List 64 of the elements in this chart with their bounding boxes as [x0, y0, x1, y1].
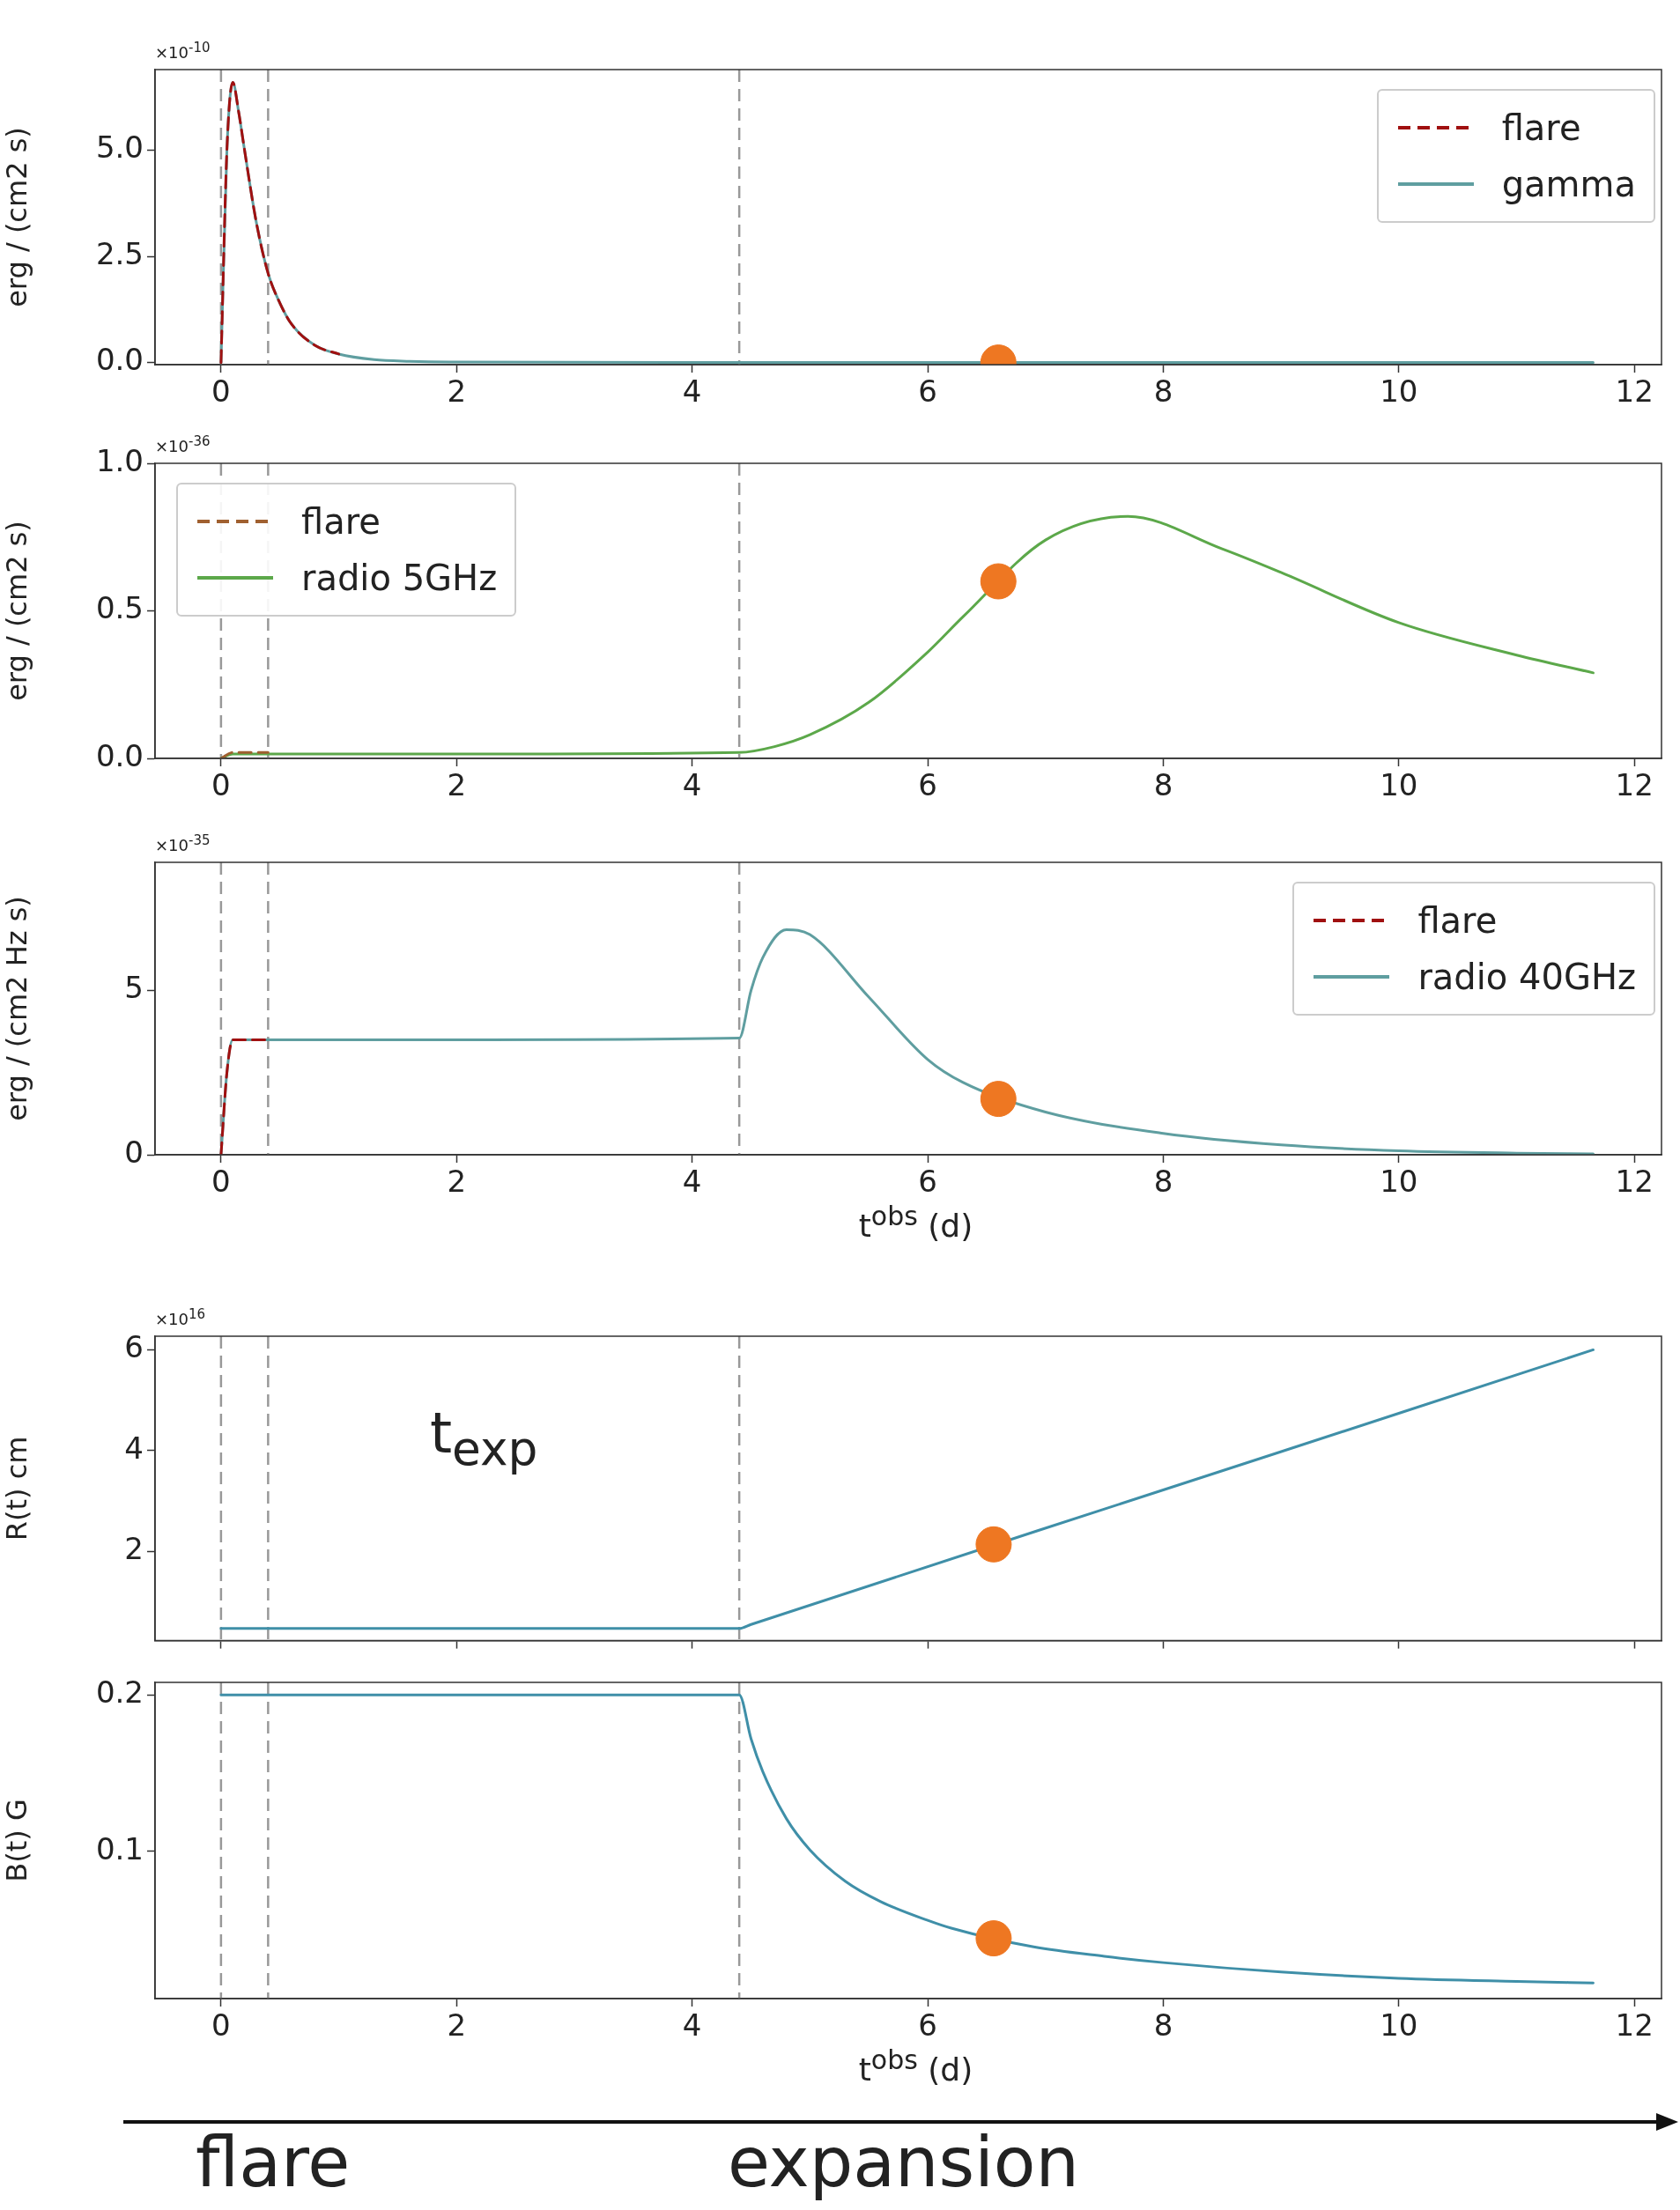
x-tick-label: 2 — [447, 1164, 467, 1200]
y-tick-label: 5.0 — [95, 129, 144, 166]
text: ×10$^{-35}$ — [155, 832, 211, 854]
legend-label: flare — [1417, 899, 1498, 942]
y-axis-title: erg / (cm2 s) — [0, 521, 33, 701]
x-axis-title: t$^{obs}$ (d) — [857, 2044, 974, 2088]
x-tick-label: 4 — [682, 373, 702, 410]
line-series — [219, 1693, 1595, 1985]
x-tick-label: 10 — [1380, 373, 1418, 410]
x-tick-label: 6 — [918, 767, 937, 803]
legend-label: gamma — [1501, 163, 1636, 206]
x-axis-title: t$^{obs}$ (d) — [857, 1201, 974, 1244]
x-tick-label: 4 — [682, 2007, 702, 2044]
text: expansion — [728, 2123, 1079, 2202]
y-tick-label: 0 — [124, 1134, 144, 1170]
x-tick-label: 8 — [1153, 767, 1173, 803]
line-series — [219, 1348, 1595, 1630]
y-tick-label: 0.0 — [95, 342, 144, 378]
y-tick-label: 2.5 — [95, 235, 144, 271]
x-tick-label: 8 — [1153, 1164, 1173, 1200]
x-tick-label: 0 — [211, 373, 231, 410]
legend-label: radio 5GHz — [301, 557, 498, 600]
x-tick-label: 12 — [1615, 373, 1654, 410]
x-tick-label: 6 — [918, 2007, 937, 2044]
x-tick-label: 4 — [682, 1164, 702, 1200]
x-tick-label: 2 — [447, 2007, 467, 2044]
x-tick-label: 12 — [1615, 2007, 1654, 2044]
x-tick-label: 0 — [211, 2007, 231, 2044]
text: ×10$^{-10}$ — [155, 40, 211, 62]
x-tick-label: 6 — [918, 1164, 937, 1200]
annotation: t$_{exp}$ — [430, 1401, 538, 1476]
y-tick-label: 2 — [124, 1531, 144, 1567]
y-axis-title: R(t) cm — [0, 1436, 33, 1541]
x-tick-label: 6 — [918, 373, 937, 410]
legend-label: flare — [301, 500, 381, 543]
legend-label: radio 40GHz — [1417, 956, 1636, 999]
y-tick-label: 4 — [124, 1430, 144, 1466]
x-tick-label: 8 — [1153, 2007, 1173, 2044]
y-tick-label: 1.0 — [95, 442, 144, 478]
x-tick-label: 12 — [1615, 1164, 1654, 1200]
x-tick-label: 10 — [1380, 1164, 1418, 1200]
y-axis-title: erg / (cm2 s) — [0, 127, 33, 307]
y-tick-label: 6 — [124, 1329, 144, 1365]
legend-label: flare — [1501, 107, 1581, 150]
text: ×10$^{-36}$ — [155, 433, 211, 455]
x-tick-label: 2 — [447, 767, 467, 803]
x-tick-label: 12 — [1615, 767, 1654, 803]
x-tick-label: 0 — [211, 1164, 231, 1200]
y-tick-label: 0.0 — [95, 737, 144, 773]
x-tick-label: 10 — [1380, 2007, 1418, 2044]
y-tick-label: 0.5 — [95, 590, 144, 626]
y-axis-title: B(t) G — [0, 1799, 33, 1882]
y-axis-title: erg / (cm2 Hz s) — [0, 896, 33, 1121]
x-tick-label: 4 — [682, 767, 702, 803]
text: flare — [196, 2123, 351, 2202]
x-tick-label: 8 — [1153, 373, 1173, 410]
x-tick-label: 10 — [1380, 767, 1418, 803]
y-tick-label: 5 — [124, 970, 144, 1006]
text: ×10$^{16}$ — [155, 1306, 206, 1328]
y-tick-label: 0.2 — [95, 1674, 144, 1711]
line-series — [219, 80, 341, 365]
x-tick-label: 2 — [447, 373, 467, 410]
y-tick-label: 0.1 — [95, 1830, 144, 1866]
x-tick-label: 0 — [211, 767, 231, 803]
